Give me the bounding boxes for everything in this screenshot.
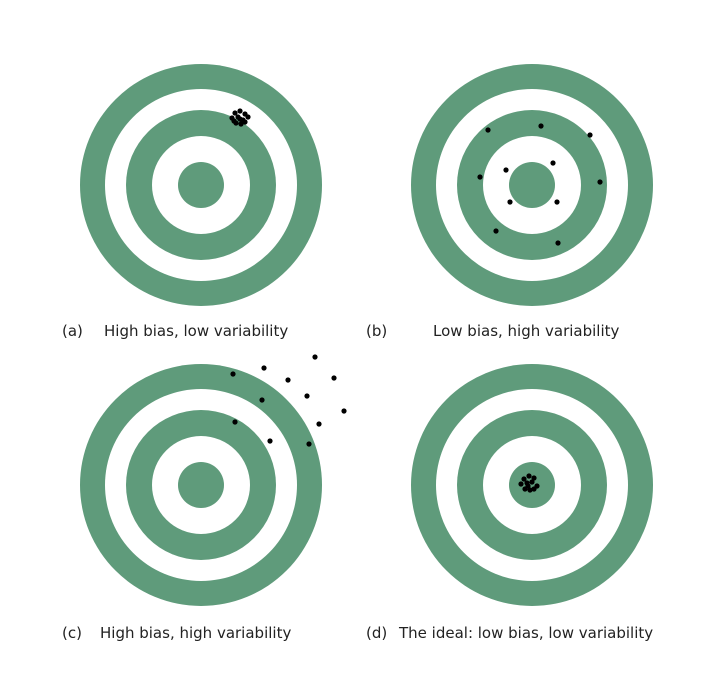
shot-dot	[312, 354, 318, 360]
panel-a: (a) High bias, low variability	[62, 64, 322, 340]
target-a	[80, 64, 322, 306]
target-d	[411, 364, 653, 606]
shot-dot	[237, 116, 243, 122]
target-c	[80, 364, 322, 606]
panel-c-letter: (c)	[62, 624, 82, 642]
shot-dot	[554, 199, 560, 205]
shot-dot	[306, 441, 312, 447]
shots-b	[477, 123, 603, 246]
panel-c-caption: High bias, high variability	[100, 624, 291, 642]
shot-dot	[538, 123, 544, 129]
target-a-bullseye	[178, 162, 224, 208]
target-d-bullseye	[509, 462, 555, 508]
shot-dot	[242, 119, 248, 125]
shot-dot	[507, 199, 513, 205]
shot-dot	[341, 408, 347, 414]
panel-d-letter: (d)	[366, 624, 387, 642]
shot-dot	[477, 174, 483, 180]
shot-dot	[529, 479, 535, 485]
shot-dot	[261, 365, 267, 371]
shot-dot	[259, 397, 265, 403]
shot-dot	[245, 114, 251, 120]
shot-dot	[285, 377, 291, 383]
panel-d-caption: The ideal: low bias, low variability	[398, 624, 653, 642]
shot-dot	[525, 483, 531, 489]
shot-dot	[232, 419, 238, 425]
shot-dot	[238, 121, 244, 127]
panel-b: (b) Low bias, high variability	[366, 64, 653, 340]
panel-c: (c) High bias, high variability	[62, 354, 347, 642]
shots-c	[230, 354, 347, 447]
shot-dot	[493, 228, 499, 234]
shot-dot	[231, 118, 237, 124]
shot-dot	[267, 438, 273, 444]
shot-dot	[526, 473, 532, 479]
shot-dot	[237, 108, 243, 114]
shot-dot	[331, 375, 337, 381]
panel-d: (d) The ideal: low bias, low variability	[366, 364, 653, 642]
shot-dot	[527, 487, 533, 493]
shot-dot	[521, 476, 527, 482]
shot-dot	[232, 110, 238, 116]
panel-b-caption: Low bias, high variability	[433, 322, 620, 340]
shot-dot	[587, 132, 593, 138]
shot-dot	[503, 167, 509, 173]
shot-dot	[230, 371, 236, 377]
panel-a-caption: High bias, low variability	[104, 322, 288, 340]
shot-dot	[555, 240, 561, 246]
shot-dot	[550, 160, 556, 166]
target-b	[411, 64, 653, 306]
shot-dot	[485, 127, 491, 133]
target-b-bullseye	[509, 162, 555, 208]
panel-b-letter: (b)	[366, 322, 387, 340]
panel-a-letter: (a)	[62, 322, 83, 340]
shots-d	[518, 473, 540, 493]
shot-dot	[304, 393, 310, 399]
shot-dot	[316, 421, 322, 427]
shots-a	[229, 108, 251, 127]
shot-dot	[531, 486, 537, 492]
shot-dot	[597, 179, 603, 185]
target-c-bullseye	[178, 462, 224, 508]
shot-dot	[518, 481, 524, 487]
shot-dot	[531, 475, 537, 481]
